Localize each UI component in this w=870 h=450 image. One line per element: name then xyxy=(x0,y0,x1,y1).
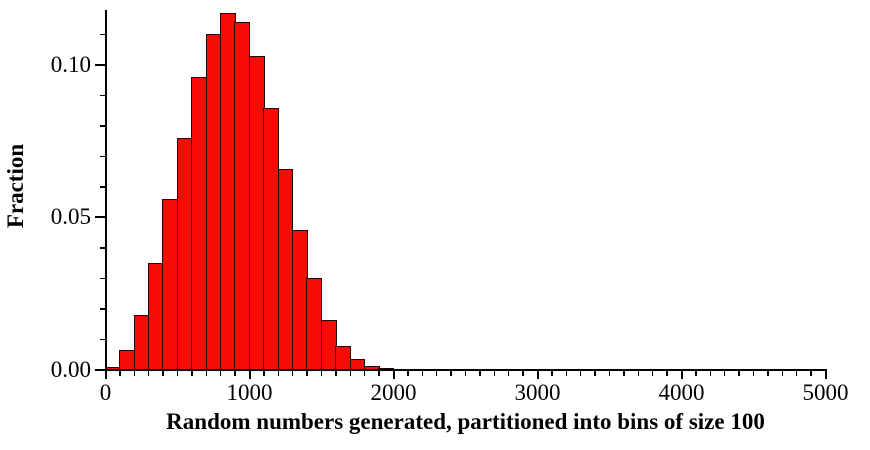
x-minor-tick xyxy=(695,371,697,376)
x-minor-tick xyxy=(795,371,798,376)
x-minor-tick xyxy=(263,371,265,376)
x-minor-tick xyxy=(191,371,193,376)
x-axis-title: Random numbers generated, partitioned in… xyxy=(166,409,765,434)
x-minor-tick xyxy=(767,371,769,376)
y-minor-tick xyxy=(99,155,105,158)
y-major-tick-0 xyxy=(95,369,105,371)
y-minor-tick xyxy=(99,125,105,127)
x-minor-tick xyxy=(565,371,568,376)
x-minor-tick xyxy=(205,371,208,376)
x-tick-label-4000: 4000 xyxy=(658,380,705,405)
x-minor-tick xyxy=(493,371,496,376)
x-minor-tick xyxy=(651,371,654,376)
x-minor-tick xyxy=(666,371,668,376)
y-minor-tick xyxy=(99,186,105,188)
y-tick-label-0.05: 0.05 xyxy=(50,204,91,230)
x-minor-tick xyxy=(810,371,812,376)
x-minor-tick xyxy=(335,371,337,376)
x-tick-label-0: 0 xyxy=(99,380,112,405)
x-minor-tick xyxy=(507,371,510,376)
x-tick-label-2000: 2000 xyxy=(370,380,417,405)
x-minor-tick xyxy=(176,371,179,376)
y-minor-tick xyxy=(99,308,105,310)
x-minor-tick xyxy=(162,371,164,376)
x-minor-tick xyxy=(450,371,452,376)
x-major-tick-3000 xyxy=(536,371,539,379)
x-minor-tick xyxy=(306,371,308,376)
x-minor-tick xyxy=(219,371,222,376)
x-minor-tick xyxy=(234,371,236,376)
x-minor-tick xyxy=(522,371,524,376)
x-minor-tick xyxy=(579,371,582,376)
x-minor-tick xyxy=(421,371,424,376)
x-minor-tick xyxy=(147,371,150,376)
y-major-tick-0.05 xyxy=(95,216,105,219)
y-tick-label-0.1: 0.10 xyxy=(50,51,91,77)
y-axis-line xyxy=(104,10,107,371)
x-major-tick-5000 xyxy=(824,371,827,379)
x-minor-tick xyxy=(594,371,596,376)
x-minor-tick xyxy=(781,371,784,376)
x-minor-tick xyxy=(723,371,726,376)
x-minor-tick xyxy=(608,371,611,376)
y-minor-tick xyxy=(99,247,105,249)
x-minor-tick xyxy=(709,371,712,376)
x-minor-tick xyxy=(407,371,409,376)
x-minor-tick xyxy=(752,371,755,376)
x-minor-tick xyxy=(738,371,740,376)
x-major-tick-4000 xyxy=(680,371,683,379)
x-minor-tick xyxy=(464,371,467,376)
x-minor-tick xyxy=(363,371,366,376)
x-minor-tick xyxy=(277,371,280,376)
x-minor-tick xyxy=(320,371,323,376)
x-minor-tick xyxy=(623,371,625,376)
x-minor-tick xyxy=(119,371,121,376)
y-axis-title: Fraction xyxy=(3,143,28,229)
x-minor-tick xyxy=(349,371,352,376)
x-major-tick-0 xyxy=(104,371,107,379)
y-tick-label-0: 0.00 xyxy=(50,357,91,382)
x-minor-tick xyxy=(551,371,553,376)
x-minor-tick xyxy=(378,371,380,376)
y-minor-tick xyxy=(99,33,105,36)
y-minor-tick xyxy=(99,338,105,341)
x-minor-tick xyxy=(479,371,481,376)
x-minor-tick xyxy=(291,371,294,376)
x-tick-label-3000: 3000 xyxy=(514,380,561,405)
y-major-tick-0.1 xyxy=(95,63,105,66)
y-minor-tick xyxy=(99,94,105,97)
x-tick-label-5000: 5000 xyxy=(802,380,849,405)
y-axis-title-wrap: Fraction xyxy=(3,86,29,286)
x-major-tick-2000 xyxy=(392,371,395,379)
x-tick-label-1000: 1000 xyxy=(226,380,273,405)
x-axis-line xyxy=(104,369,827,371)
x-minor-tick xyxy=(133,371,136,376)
x-major-tick-1000 xyxy=(248,371,251,379)
x-minor-tick xyxy=(637,371,640,376)
x-minor-tick xyxy=(435,371,438,376)
y-minor-tick xyxy=(99,277,105,280)
